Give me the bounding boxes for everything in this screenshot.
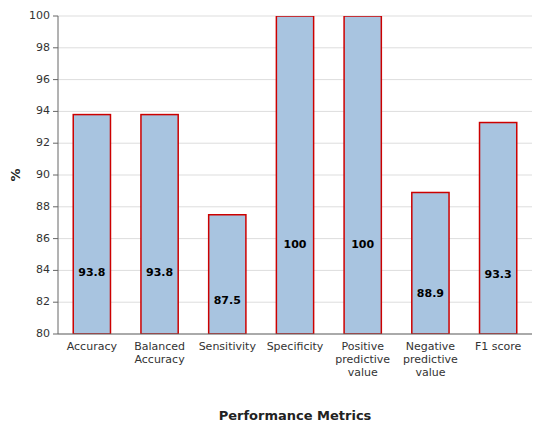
bar xyxy=(276,16,313,334)
y-tick-label: 92 xyxy=(36,136,50,149)
x-axis-title: Performance Metrics xyxy=(219,408,372,423)
x-tick-label: Accuracy xyxy=(67,340,118,353)
y-tick xyxy=(53,175,58,176)
y-tick-label: 96 xyxy=(36,73,50,86)
data-label: 93.8 xyxy=(78,266,105,279)
y-axis-line xyxy=(58,16,59,334)
y-tick xyxy=(53,16,58,17)
chart: 80 82 84 86 88 90 92 94 96 98 100 93.8 93.8 87.5 100 10… xyxy=(0,0,546,434)
x-tick-label: Specificity xyxy=(267,340,324,353)
bar xyxy=(209,215,246,334)
data-label: 93.3 xyxy=(485,268,512,281)
y-tick-label: 98 xyxy=(36,41,50,54)
y-tick-label: 82 xyxy=(36,295,50,308)
y-tick xyxy=(53,302,58,303)
x-tick-label: F1 score xyxy=(475,340,522,353)
y-tick-label: 80 xyxy=(36,327,50,340)
data-label: 93.8 xyxy=(146,266,173,279)
bar xyxy=(480,123,517,334)
y-tick xyxy=(53,47,58,48)
y-tick xyxy=(53,111,58,112)
y-ticks: 80 82 84 86 88 90 92 94 96 98 100 xyxy=(29,9,58,340)
y-grid xyxy=(58,16,532,334)
chart-container: 80 82 84 86 88 90 92 94 96 98 100 93.8 93.8 87.5 100 10… xyxy=(0,0,546,434)
x-tick-label: Negativepredictivevalue xyxy=(403,340,458,379)
data-label: 100 xyxy=(284,238,307,251)
y-tick xyxy=(53,238,58,239)
y-tick-label: 88 xyxy=(36,200,50,213)
y-tick xyxy=(53,143,58,144)
x-tick-label: BalancedAccuracy xyxy=(134,340,185,366)
bar xyxy=(141,115,178,334)
y-tick-label: 84 xyxy=(36,263,50,276)
y-axis-title: % xyxy=(8,168,23,181)
y-tick xyxy=(53,334,58,335)
x-axis-line xyxy=(58,334,532,335)
y-tick-label: 86 xyxy=(36,232,50,245)
x-ticks: Accuracy BalancedAccuracy Sensitivity Speci… xyxy=(67,340,522,379)
data-label: 88.9 xyxy=(417,287,444,300)
bars xyxy=(73,16,517,334)
y-tick-label: 94 xyxy=(36,104,50,117)
data-labels: 93.8 93.8 87.5 100 100 88.9 93.3 xyxy=(78,238,511,307)
y-tick xyxy=(53,79,58,80)
x-tick-label: Sensitivity xyxy=(199,340,257,353)
y-tick xyxy=(53,206,58,207)
y-tick-label: 90 xyxy=(36,168,50,181)
bar xyxy=(73,115,110,334)
x-tick-label: Positivepredictivevalue xyxy=(335,340,390,379)
y-tick-label: 100 xyxy=(29,9,50,22)
data-label: 87.5 xyxy=(214,294,241,307)
data-label: 100 xyxy=(351,238,374,251)
y-tick xyxy=(53,270,58,271)
grid-line xyxy=(58,334,532,335)
bar xyxy=(344,16,381,334)
bar xyxy=(412,192,449,334)
